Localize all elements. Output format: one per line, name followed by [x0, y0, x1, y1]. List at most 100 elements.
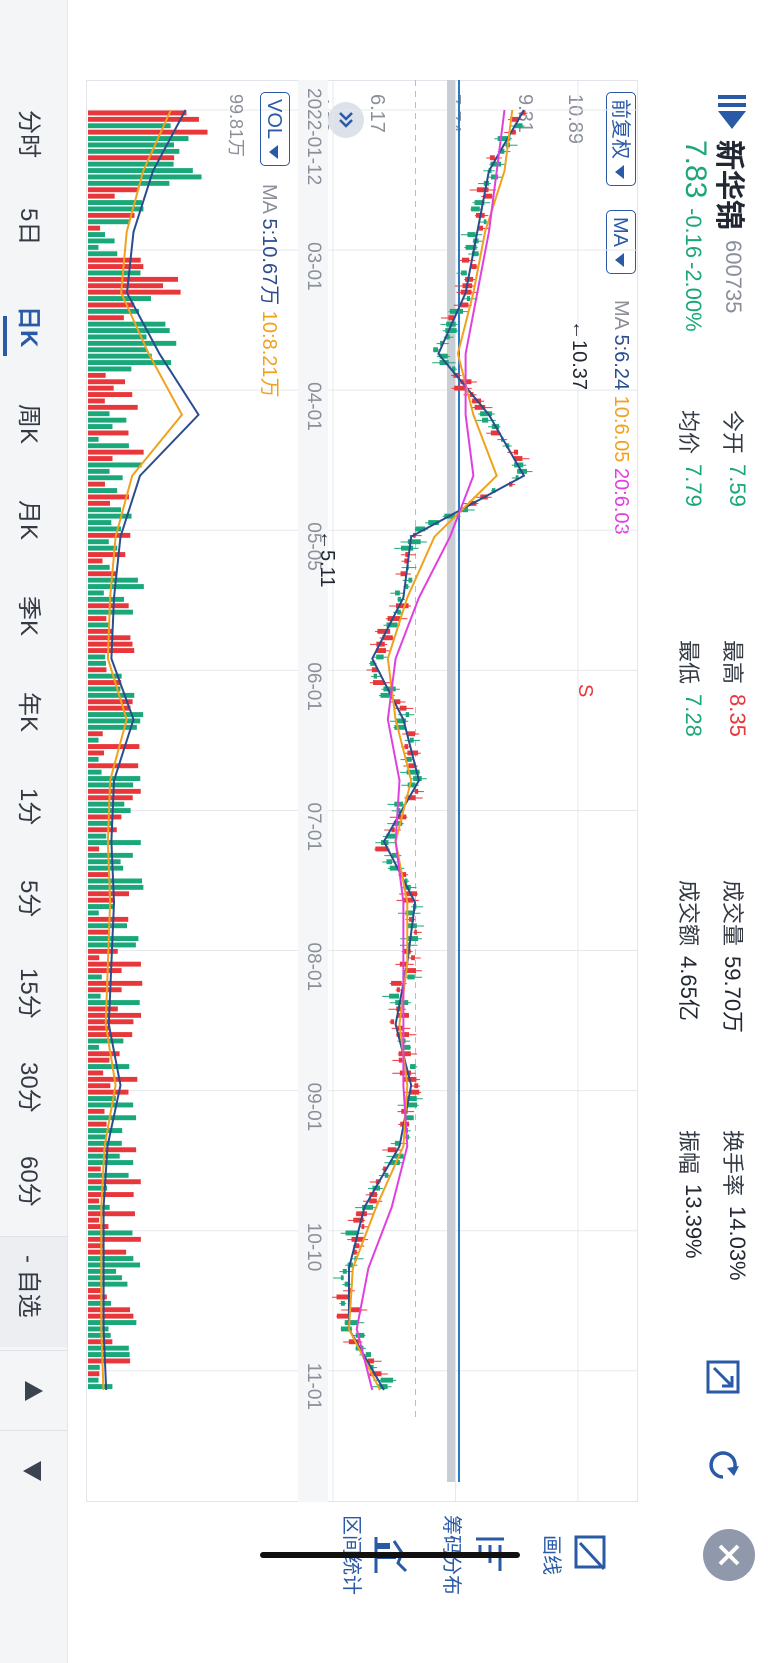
volume-bar — [88, 910, 99, 916]
tab-month-k[interactable]: 月K — [15, 500, 42, 541]
volume-bar — [88, 1256, 134, 1261]
draw-line-tool[interactable]: 画线 — [539, 1505, 608, 1605]
tab-year-k[interactable]: 年K — [15, 692, 42, 733]
volume-bar — [87, 200, 142, 205]
amount-label: 成交额 — [676, 880, 701, 947]
expand-icon[interactable] — [323, 102, 364, 138]
candle — [407, 974, 415, 980]
candle — [404, 968, 416, 973]
volume-bar — [88, 328, 170, 334]
fullscreen-icon[interactable] — [701, 1360, 740, 1394]
candle — [471, 206, 480, 212]
tab-fenshi[interactable]: 分时 — [15, 110, 42, 158]
volume-bar — [88, 590, 104, 596]
volume-bar — [88, 814, 122, 820]
volume-bar — [88, 1192, 134, 1197]
volume-bar — [88, 430, 129, 436]
candle — [351, 1236, 364, 1242]
menu-icon[interactable] — [711, 95, 748, 129]
volume-bar — [87, 225, 101, 231]
volume-bar — [88, 1358, 131, 1364]
volume-bar — [87, 686, 121, 692]
tab-1min[interactable]: 1分 — [15, 788, 42, 826]
candle — [404, 744, 409, 749]
volume-bar — [88, 603, 129, 609]
selection-band — [447, 80, 455, 1482]
volume-bar — [88, 1115, 137, 1121]
volume-bar — [88, 1224, 109, 1229]
candle — [342, 1268, 347, 1274]
next-stock-button[interactable] — [0, 1430, 67, 1511]
tab-day-k[interactable]: 日K — [15, 306, 42, 348]
volume-bar — [87, 1236, 141, 1242]
previous-stock-button[interactable] — [0, 1350, 67, 1431]
kline-chart[interactable] — [86, 80, 638, 1502]
volume-bar — [87, 1179, 141, 1185]
volume-bar — [87, 206, 144, 212]
volume-bar — [87, 424, 113, 430]
volume-bar — [88, 353, 152, 359]
volume-bar — [88, 654, 106, 660]
vol-dropdown[interactable]: VOL — [260, 92, 290, 167]
volume-bar — [88, 174, 202, 180]
tab-60min[interactable]: 60分 — [15, 1156, 42, 1207]
volume-bar — [87, 692, 135, 698]
volume-bar — [87, 411, 110, 417]
candle — [386, 859, 392, 865]
candle — [367, 1358, 375, 1364]
volume-bar — [87, 558, 103, 564]
candle — [340, 1275, 344, 1281]
candle — [398, 1051, 411, 1057]
refresh-icon[interactable] — [699, 1446, 742, 1484]
volume-bar — [87, 827, 117, 833]
tab-5min[interactable]: 5分 — [15, 880, 42, 918]
low-value: 7.28 — [681, 694, 706, 737]
candle — [354, 1243, 360, 1249]
volume-bar — [87, 929, 111, 935]
tab-30min[interactable]: 30分 — [15, 1062, 42, 1113]
ma-line-ma20 — [355, 109, 506, 1391]
tab-15min[interactable]: 15分 — [15, 968, 42, 1019]
volume-bar — [87, 1275, 122, 1281]
volume-bar — [87, 372, 106, 378]
volume-bar — [88, 334, 147, 340]
volume-bar — [88, 872, 111, 877]
volume-bar — [87, 980, 143, 986]
volume-bar — [88, 1025, 111, 1031]
tab-season-k[interactable]: 季K — [15, 596, 42, 637]
candle — [376, 648, 386, 653]
date-tick-label: 03-01 — [303, 242, 324, 291]
volume-bar — [87, 1371, 100, 1377]
candle — [394, 724, 406, 730]
candle — [410, 1064, 416, 1069]
volume-bar — [88, 244, 99, 250]
volume-bar — [88, 155, 175, 161]
candle — [376, 654, 384, 660]
close-icon[interactable] — [697, 1528, 756, 1582]
volume-bar — [87, 532, 131, 538]
volume-bar — [88, 468, 110, 474]
volume-ma-line — [102, 109, 200, 1391]
volume-bar — [87, 1339, 113, 1345]
volume-bar — [87, 1281, 128, 1287]
turnover-value: 14.03% — [725, 1206, 750, 1281]
stock-name: 新华锦 — [712, 140, 745, 230]
volume-bar — [88, 270, 141, 276]
volume-bar — [88, 417, 127, 423]
date-tick-label: 11-01 — [303, 1362, 324, 1410]
volume-bar — [88, 449, 144, 455]
volume-bar — [88, 1364, 100, 1370]
volume-bar — [87, 1019, 134, 1025]
candle — [396, 987, 400, 993]
volume-bar — [87, 475, 123, 481]
candle — [400, 571, 406, 577]
candle — [414, 788, 419, 794]
tab-week-k[interactable]: 周K — [15, 404, 42, 445]
vol-max-label: 99.81万 — [226, 94, 246, 158]
volume-bar — [87, 1134, 108, 1140]
candle — [461, 270, 467, 276]
volume-bar — [87, 168, 193, 173]
tab-5day[interactable]: 5日 — [15, 208, 42, 246]
watchlist-button[interactable]: - 自选 — [0, 1236, 67, 1347]
volume-bar — [88, 756, 99, 762]
